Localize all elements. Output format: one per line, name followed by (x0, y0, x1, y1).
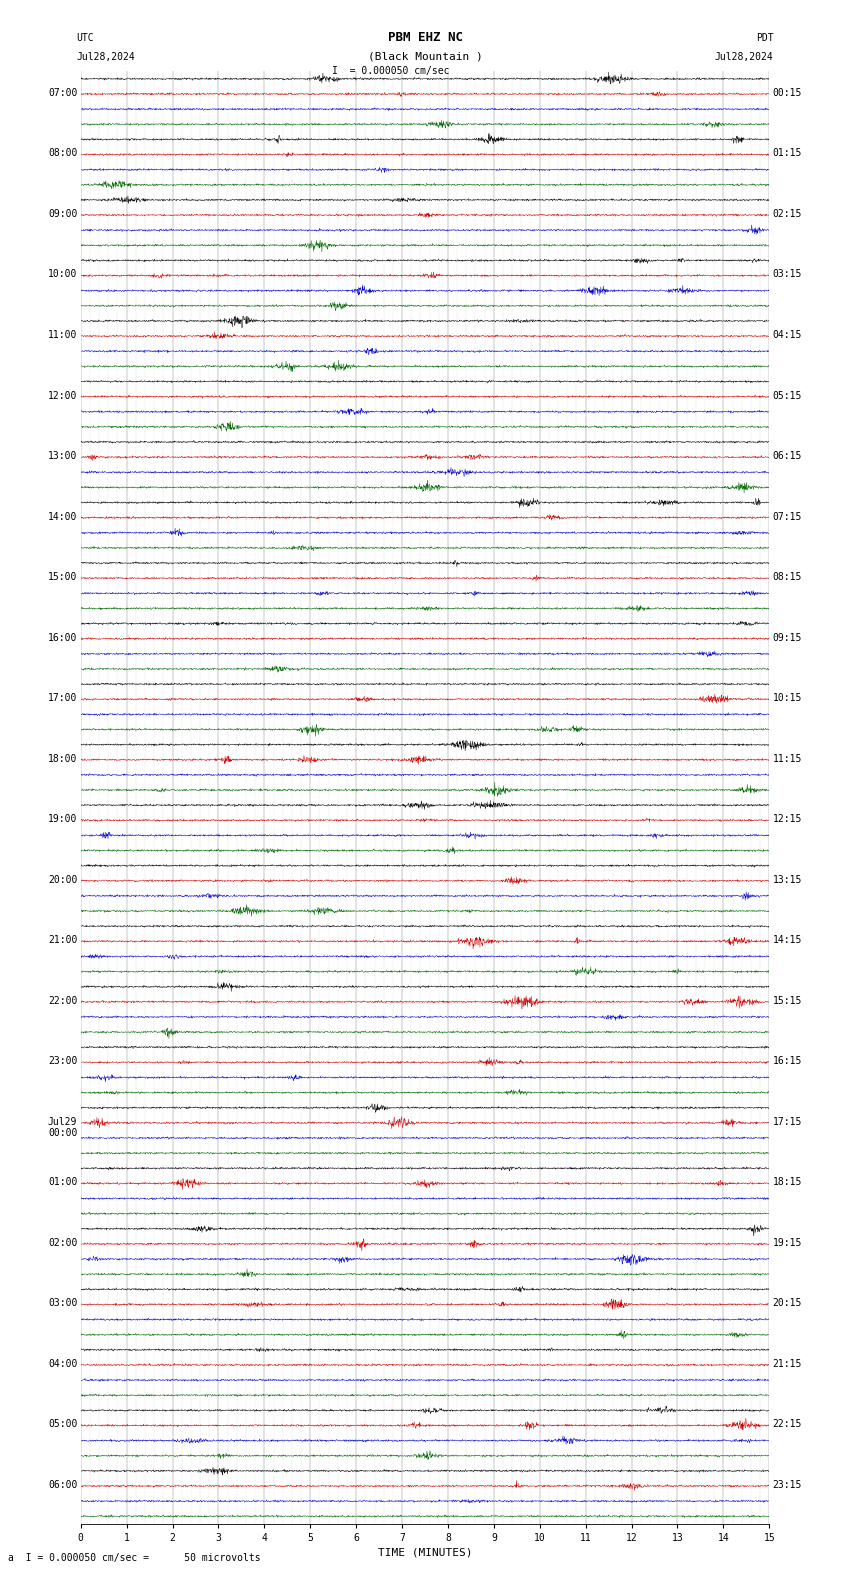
Text: 11:00: 11:00 (48, 329, 77, 341)
Text: 21:15: 21:15 (773, 1359, 802, 1369)
Text: 23:15: 23:15 (773, 1479, 802, 1491)
Text: 04:00: 04:00 (48, 1359, 77, 1369)
Text: 16:00: 16:00 (48, 632, 77, 643)
Text: 07:15: 07:15 (773, 512, 802, 521)
Text: 13:15: 13:15 (773, 874, 802, 885)
Text: 15:15: 15:15 (773, 996, 802, 1006)
Text: 11:15: 11:15 (773, 754, 802, 763)
Text: 01:00: 01:00 (48, 1177, 77, 1188)
Text: 12:15: 12:15 (773, 814, 802, 824)
Text: 22:15: 22:15 (773, 1419, 802, 1429)
Text: 02:00: 02:00 (48, 1237, 77, 1248)
Text: 12:00: 12:00 (48, 391, 77, 401)
Text: 20:00: 20:00 (48, 874, 77, 885)
Text: 01:15: 01:15 (773, 149, 802, 158)
Text: 16:15: 16:15 (773, 1057, 802, 1066)
Text: 22:00: 22:00 (48, 996, 77, 1006)
Text: PDT: PDT (756, 33, 774, 43)
Text: 02:15: 02:15 (773, 209, 802, 219)
Text: UTC: UTC (76, 33, 94, 43)
Text: 07:00: 07:00 (48, 89, 77, 98)
Text: 06:00: 06:00 (48, 1479, 77, 1491)
Text: 03:00: 03:00 (48, 1299, 77, 1308)
Text: 19:00: 19:00 (48, 814, 77, 824)
Text: I  = 0.000050 cm/sec: I = 0.000050 cm/sec (332, 67, 450, 76)
Text: 10:15: 10:15 (773, 694, 802, 703)
Text: 18:15: 18:15 (773, 1177, 802, 1188)
Text: 18:00: 18:00 (48, 754, 77, 763)
Text: 20:15: 20:15 (773, 1299, 802, 1308)
Text: 21:00: 21:00 (48, 935, 77, 946)
Text: 10:00: 10:00 (48, 269, 77, 279)
Text: 08:00: 08:00 (48, 149, 77, 158)
Text: 14:15: 14:15 (773, 935, 802, 946)
Text: 13:00: 13:00 (48, 451, 77, 461)
Text: Jul29
00:00: Jul29 00:00 (48, 1117, 77, 1139)
Text: PBM EHZ NC: PBM EHZ NC (388, 32, 462, 44)
Text: 19:15: 19:15 (773, 1237, 802, 1248)
Text: a  I = 0.000050 cm/sec =      50 microvolts: a I = 0.000050 cm/sec = 50 microvolts (8, 1554, 261, 1563)
Text: 03:15: 03:15 (773, 269, 802, 279)
Text: (Black Mountain ): (Black Mountain ) (367, 52, 483, 62)
Text: 05:15: 05:15 (773, 391, 802, 401)
Text: 05:00: 05:00 (48, 1419, 77, 1429)
Text: Jul28,2024: Jul28,2024 (76, 52, 135, 62)
Text: 09:15: 09:15 (773, 632, 802, 643)
Text: 00:15: 00:15 (773, 89, 802, 98)
Text: 23:00: 23:00 (48, 1057, 77, 1066)
Text: 09:00: 09:00 (48, 209, 77, 219)
Text: 17:00: 17:00 (48, 694, 77, 703)
Text: 08:15: 08:15 (773, 572, 802, 581)
Text: 04:15: 04:15 (773, 329, 802, 341)
Text: 14:00: 14:00 (48, 512, 77, 521)
Text: 17:15: 17:15 (773, 1117, 802, 1126)
Text: Jul28,2024: Jul28,2024 (715, 52, 774, 62)
Text: 06:15: 06:15 (773, 451, 802, 461)
Text: 15:00: 15:00 (48, 572, 77, 581)
X-axis label: TIME (MINUTES): TIME (MINUTES) (377, 1548, 473, 1557)
